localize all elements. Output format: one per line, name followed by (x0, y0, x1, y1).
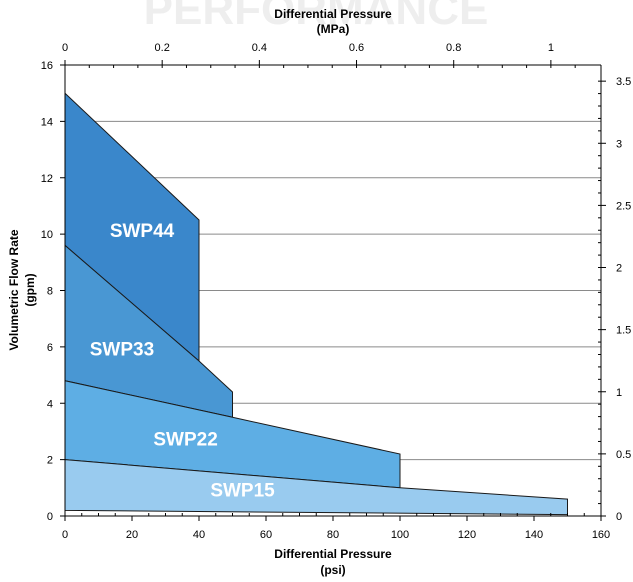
right-tick-label-6: 3 (616, 138, 622, 150)
right-tick-label-4: 2 (616, 263, 622, 275)
right-tick-label-7: 3.5 (616, 76, 631, 88)
right-tick-label-5: 2.5 (616, 200, 631, 212)
watermark-text: PERFORMANCE (144, 0, 489, 34)
series-label-swp15: SWP15 (210, 480, 275, 501)
right-tick-label-0: 0 (616, 511, 622, 523)
bottom-tick-label-5: 100 (391, 529, 409, 541)
series-areas (64, 92, 568, 516)
left-tick-label-7: 14 (41, 116, 53, 128)
series-label-swp22: SWP22 (153, 430, 217, 451)
right-tick-label-2: 1 (616, 387, 622, 399)
left-tick-label-4: 8 (47, 286, 53, 298)
bottom-tick-label-6: 120 (458, 529, 476, 541)
left-axis-title: Volumetric Flow Rate (7, 229, 21, 350)
bottom-tick-label-0: 0 (62, 529, 68, 541)
top-tick-label-2: 0.4 (252, 42, 267, 54)
series-labels: SWP44 SWP33 SWP22 SWP15 (90, 221, 275, 501)
top-tick-label-0: 0 (62, 42, 68, 54)
bottom-axis-title: Differential Pressure (274, 547, 392, 561)
series-label-swp33: SWP33 (90, 339, 154, 360)
right-tick-label-3: 1.5 (616, 325, 631, 337)
bottom-tick-label-4: 80 (327, 529, 339, 541)
left-tick-label-5: 10 (41, 229, 53, 241)
left-tick-label-3: 6 (47, 342, 53, 354)
top-tick-label-3: 0.6 (349, 42, 364, 54)
series-label-swp44: SWP44 (110, 221, 175, 242)
top-axis-title: Differential Pressure (274, 7, 392, 21)
left-tick-label-6: 12 (41, 173, 53, 185)
bottom-tick-label-7: 140 (525, 529, 543, 541)
left-tick-label-8: 16 (41, 60, 53, 72)
right-tick-label-1: 0.5 (616, 449, 631, 461)
top-axis-unit: (MPa) (317, 22, 350, 36)
top-tick-label-5: 1 (548, 42, 554, 54)
top-tick-label-4: 0.8 (446, 42, 461, 54)
left-axis-unit: (gpm) (23, 273, 37, 306)
top-tick-label-1: 0.2 (155, 42, 170, 54)
left-tick-label-0: 0 (47, 511, 53, 523)
bottom-tick-label-8: 160 (592, 529, 610, 541)
bottom-tick-label-3: 60 (260, 529, 272, 541)
bottom-tick-label-1: 20 (126, 529, 138, 541)
bottom-axis-unit: (psi) (320, 563, 345, 577)
bottom-tick-label-2: 40 (193, 529, 205, 541)
left-tick-label-2: 4 (47, 398, 53, 410)
left-tick-label-1: 2 (47, 455, 53, 467)
